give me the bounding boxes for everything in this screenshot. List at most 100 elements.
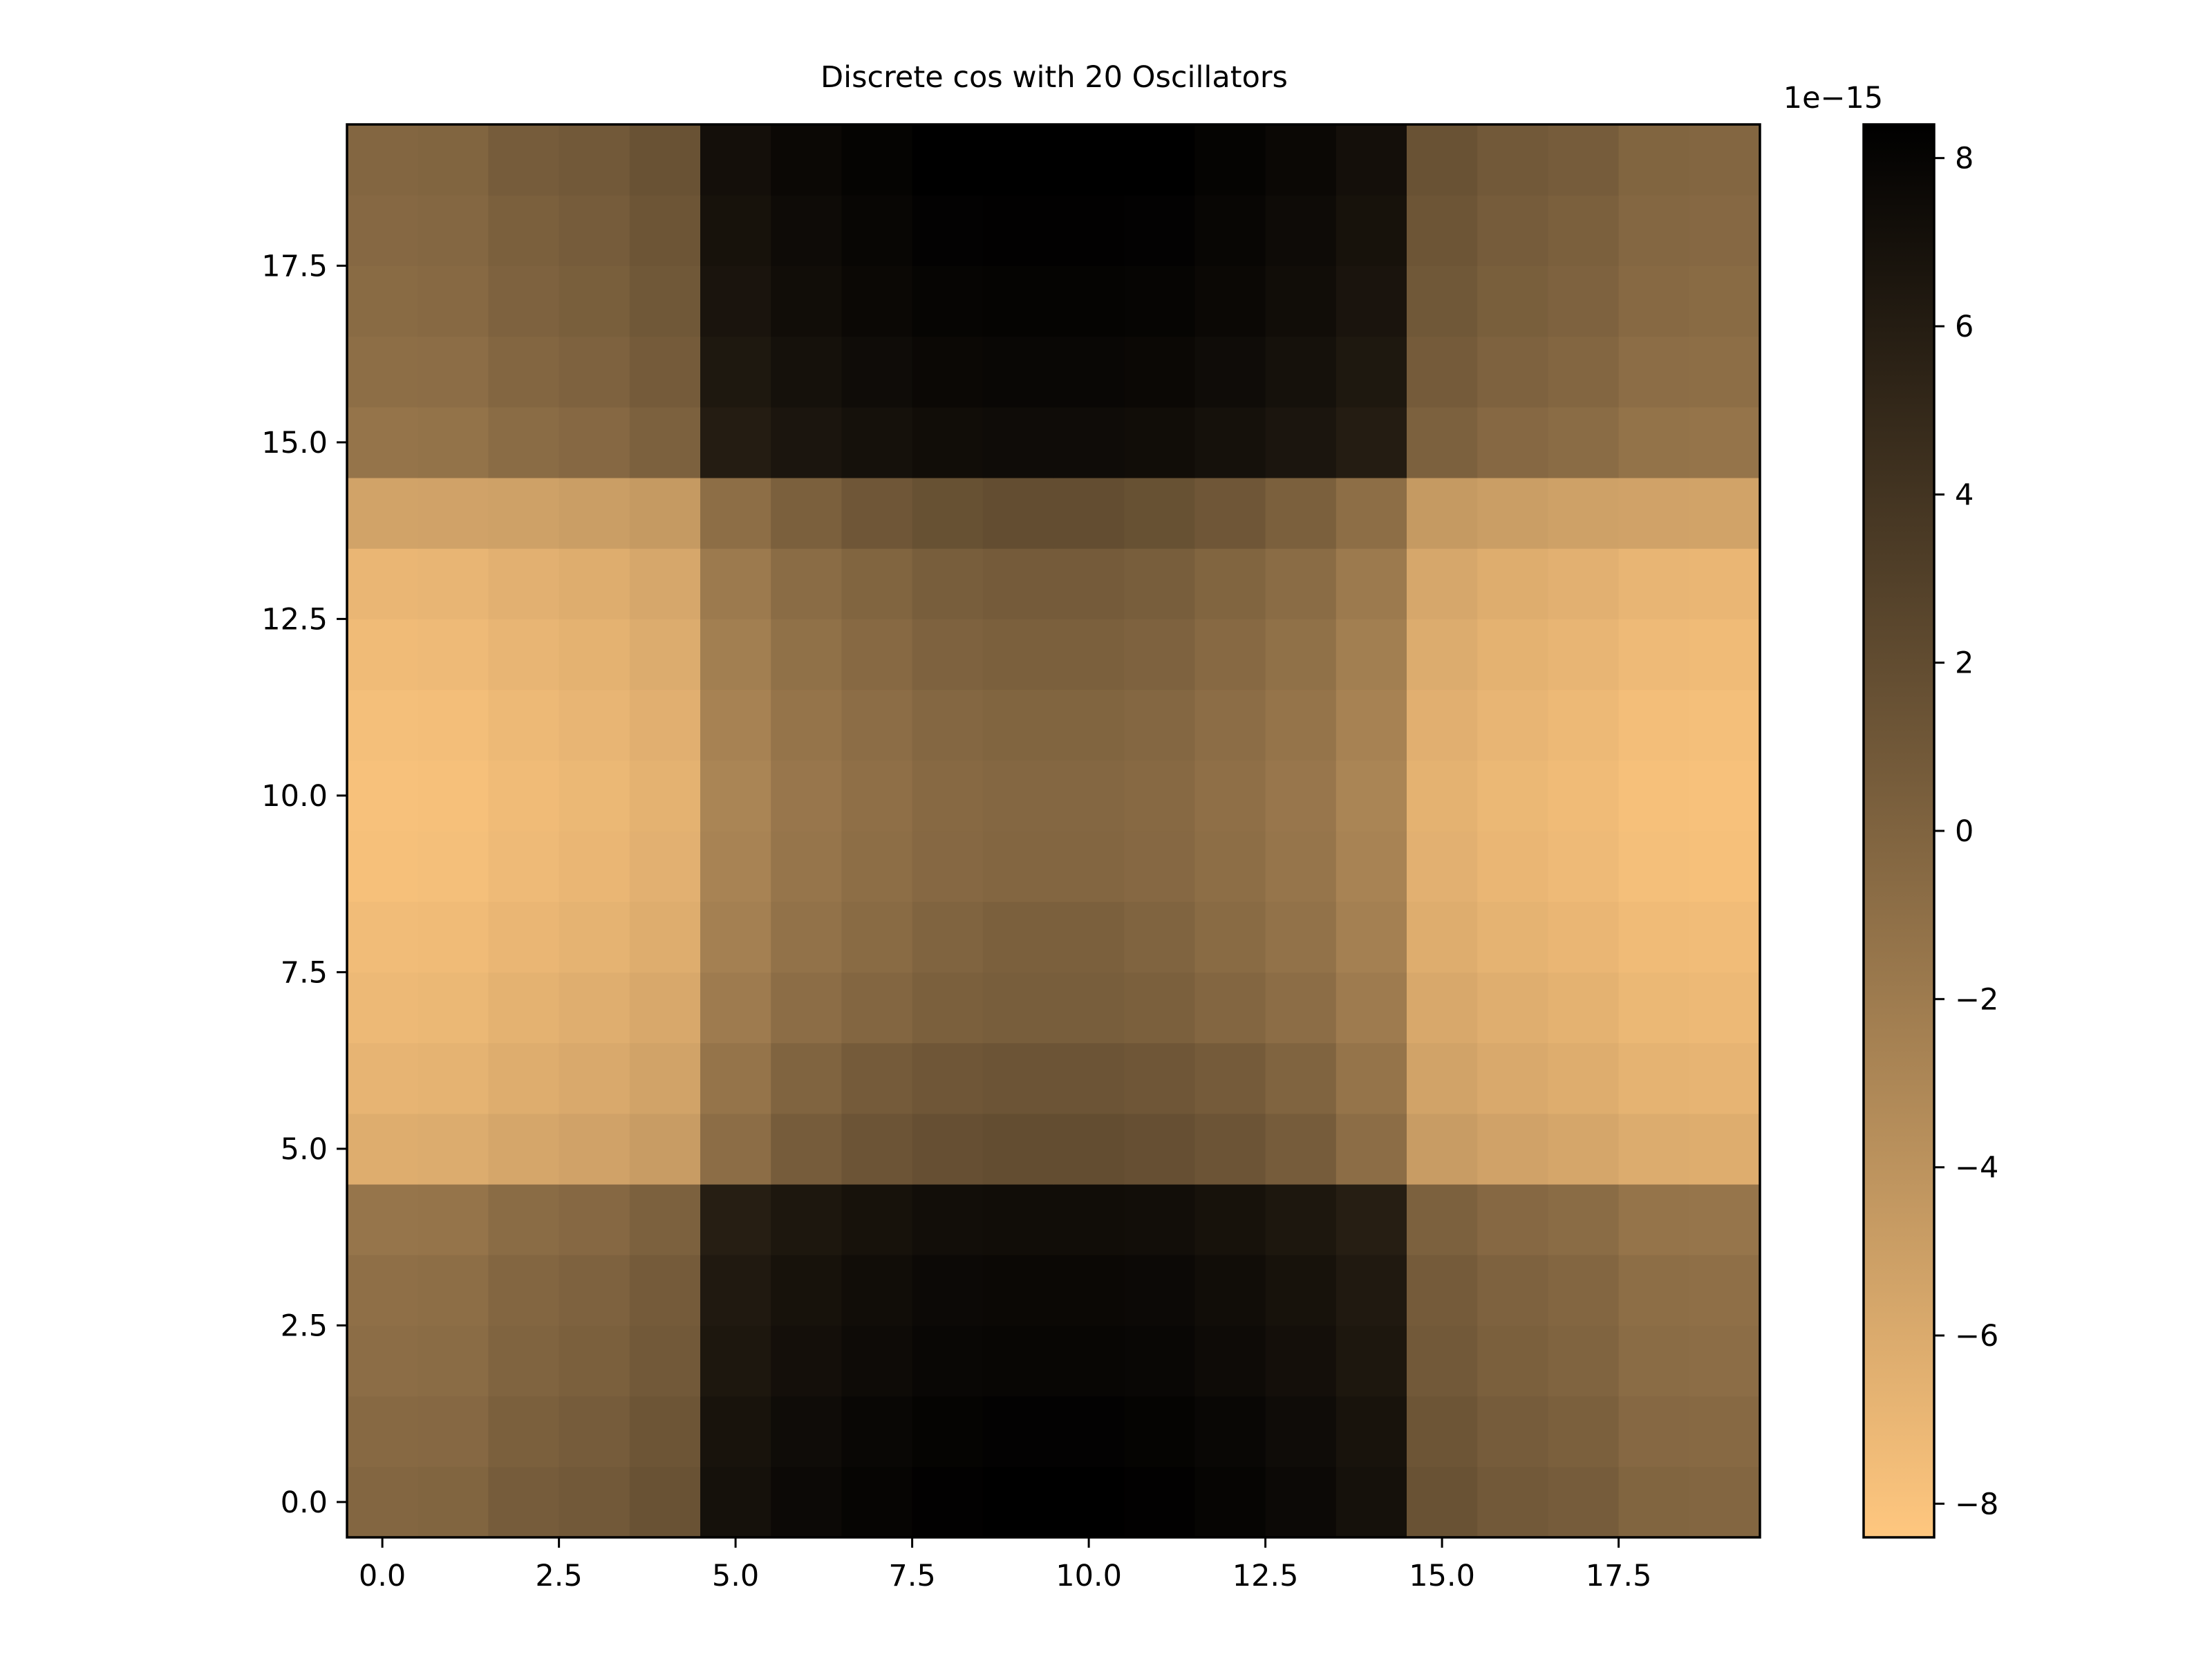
heatmap-cell bbox=[1477, 265, 1548, 337]
heatmap-cell bbox=[488, 1325, 560, 1397]
heatmap-cell bbox=[912, 336, 984, 408]
colorbar-tick-label: 0 bbox=[1955, 814, 1974, 849]
heatmap-cell bbox=[1548, 336, 1620, 408]
heatmap-cell bbox=[559, 1466, 630, 1538]
heatmap-cell bbox=[1407, 901, 1478, 973]
heatmap-cell bbox=[1618, 619, 1690, 691]
heatmap-cell bbox=[1689, 195, 1761, 266]
heatmap-cell bbox=[1194, 1396, 1266, 1468]
heatmap-cell bbox=[700, 831, 771, 902]
heatmap-cell bbox=[1124, 1325, 1195, 1397]
heatmap-cell bbox=[982, 478, 1054, 549]
heatmap-cell bbox=[418, 195, 489, 266]
heatmap-cell bbox=[841, 124, 913, 196]
heatmap-cell bbox=[347, 406, 418, 478]
heatmap-cell bbox=[629, 1396, 701, 1468]
heatmap-cell bbox=[488, 1113, 560, 1185]
heatmap-cell bbox=[1618, 124, 1690, 196]
heatmap-cell bbox=[912, 972, 984, 1044]
heatmap-cell bbox=[1053, 831, 1125, 902]
heatmap-cell bbox=[559, 760, 630, 832]
heatmap-cell bbox=[1194, 336, 1266, 408]
heatmap-cell bbox=[1265, 689, 1337, 761]
colorbar-tick-label: 2 bbox=[1955, 646, 1974, 681]
heatmap-cell bbox=[1053, 124, 1125, 196]
x-tick-label: 17.5 bbox=[1586, 1559, 1652, 1593]
colorbar-offset-label: 1e−15 bbox=[1783, 81, 1884, 115]
heatmap-cell bbox=[1124, 195, 1195, 266]
heatmap-cell bbox=[1477, 1255, 1548, 1326]
heatmap-cell bbox=[912, 1255, 984, 1326]
colorbar: −8 −6 −4 −2 0 2 4 6 8 1e−15 bbox=[1783, 81, 1998, 1539]
heatmap-cell bbox=[488, 336, 560, 408]
heatmap-cell bbox=[982, 124, 1054, 196]
heatmap-cell bbox=[700, 336, 771, 408]
heatmap-cell bbox=[1124, 1042, 1195, 1114]
heatmap-cell bbox=[559, 901, 630, 973]
heatmap-cell bbox=[1194, 548, 1266, 619]
heatmap-cell bbox=[982, 760, 1054, 832]
heatmap-cell bbox=[1548, 1255, 1620, 1326]
heatmap-cell bbox=[1053, 265, 1125, 337]
x-tick-label: 0.0 bbox=[359, 1559, 406, 1593]
heatmap-cell bbox=[1618, 548, 1690, 619]
heatmap-cell bbox=[418, 1255, 489, 1326]
heatmap-cell bbox=[1689, 901, 1761, 973]
heatmap-cell bbox=[771, 548, 842, 619]
heatmap-cell bbox=[1548, 406, 1620, 478]
heatmap-cell bbox=[1124, 1466, 1195, 1538]
heatmap-cell bbox=[1124, 548, 1195, 619]
heatmap-cell bbox=[771, 1396, 842, 1468]
heatmap-cell bbox=[559, 195, 630, 266]
heatmap-cell bbox=[347, 901, 418, 973]
heatmap-cell bbox=[559, 1113, 630, 1185]
y-tick-label: 12.5 bbox=[261, 602, 328, 637]
heatmap-cell bbox=[912, 406, 984, 478]
heatmap-cell bbox=[418, 406, 489, 478]
heatmap-cell bbox=[1053, 1325, 1125, 1397]
heatmap-cell bbox=[700, 901, 771, 973]
colorbar-tick-label: −4 bbox=[1955, 1151, 1998, 1185]
heatmap-cell bbox=[841, 265, 913, 337]
heatmap-cell bbox=[912, 901, 984, 973]
heatmap-cell bbox=[1265, 901, 1337, 973]
heatmap-cell bbox=[1477, 760, 1548, 832]
heatmap-cell bbox=[1335, 124, 1407, 196]
heatmap-cell bbox=[1265, 760, 1337, 832]
heatmap-cell bbox=[629, 619, 701, 691]
heatmap-cell bbox=[1477, 195, 1548, 266]
heatmap-cell bbox=[841, 1184, 913, 1255]
heatmap-cell bbox=[1335, 1466, 1407, 1538]
heatmap-cell bbox=[347, 478, 418, 549]
heatmap-cell bbox=[1618, 1466, 1690, 1538]
colorbar-gradient bbox=[1864, 124, 1934, 1537]
heatmap-cell bbox=[771, 1325, 842, 1397]
y-tick-label: 5.0 bbox=[281, 1132, 328, 1167]
heatmap-cell bbox=[418, 760, 489, 832]
colorbar-tick-label: −2 bbox=[1955, 982, 1998, 1017]
heatmap-cell bbox=[1265, 972, 1337, 1044]
heatmap-cell bbox=[912, 1042, 984, 1114]
heatmap-cell bbox=[1335, 1042, 1407, 1114]
heatmap-cell bbox=[1194, 1113, 1266, 1185]
heatmap-cell bbox=[1548, 1184, 1620, 1255]
heatmap-cell bbox=[1407, 406, 1478, 478]
heatmap-cell bbox=[347, 265, 418, 337]
heatmap-cell bbox=[841, 972, 913, 1044]
heatmap-cell bbox=[629, 901, 701, 973]
heatmap-cell bbox=[1407, 689, 1478, 761]
heatmap-cell bbox=[488, 1255, 560, 1326]
heatmap-cell bbox=[347, 548, 418, 619]
heatmap-cell bbox=[912, 124, 984, 196]
heatmap-cell bbox=[912, 1396, 984, 1468]
heatmap-cell bbox=[1477, 336, 1548, 408]
heatmap-cell bbox=[559, 831, 630, 902]
heatmap-cell bbox=[1265, 548, 1337, 619]
heatmap-cell bbox=[1407, 1042, 1478, 1114]
heatmap-cell bbox=[912, 831, 984, 902]
heatmap-cell bbox=[700, 1396, 771, 1468]
heatmap-cell bbox=[982, 195, 1054, 266]
heatmap-cell bbox=[1477, 1396, 1548, 1468]
heatmap-cell bbox=[1477, 901, 1548, 973]
heatmap-cell bbox=[1477, 1325, 1548, 1397]
